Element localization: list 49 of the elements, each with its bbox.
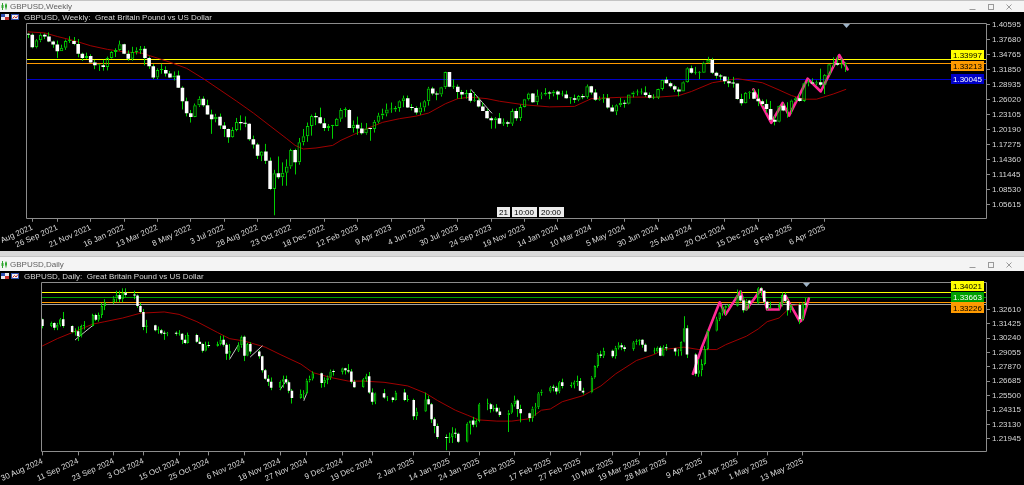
- candlestick: [781, 103, 785, 112]
- candlestick: [531, 92, 535, 104]
- ref-line-label: 1.30045: [953, 74, 983, 84]
- y-tick-label: 1.24315: [992, 405, 1022, 415]
- y-tick-label: 1.23105: [992, 109, 1022, 119]
- y-tick-label: 1.21945: [992, 433, 1022, 443]
- candlestick: [353, 379, 356, 389]
- candlestick: [154, 324, 157, 332]
- ref-line-label: 1.33213: [953, 61, 983, 71]
- candlestick: [431, 86, 435, 96]
- candlestick: [247, 122, 251, 142]
- y-tick-label: 1.37680: [992, 34, 1022, 44]
- y-tick-label: 1.11445: [992, 169, 1021, 179]
- y-tick-label: 1.31425: [992, 318, 1022, 328]
- y-tick-label: 1.40595: [992, 19, 1022, 29]
- chart-title: GBPUSD,Weekly: [10, 2, 73, 11]
- candlestick: [485, 108, 489, 120]
- ref-line-label: 1.33663: [953, 292, 983, 302]
- y-tick-label: 1.32610: [992, 304, 1022, 314]
- chart-subtitle: GBPUSD, Weekly: Great Britain Pound vs US Dollar: [23, 13, 213, 22]
- y-tick-label: 1.29055: [992, 347, 1022, 357]
- candlestick: [457, 432, 460, 444]
- annotation: 20:00: [541, 207, 562, 217]
- y-tick-label: 1.14360: [992, 154, 1022, 164]
- y-tick-label: 1.20190: [992, 124, 1022, 134]
- candlestick: [122, 43, 126, 55]
- y-tick-label: 1.23130: [992, 419, 1022, 429]
- y-tick-label: 1.31850: [992, 64, 1022, 74]
- candlestick: [160, 328, 163, 335]
- candlestick: [710, 57, 715, 75]
- y-tick-label: 1.25500: [992, 390, 1022, 400]
- chart-title: GBPUSD,Daily: [10, 260, 64, 269]
- y-tick-label: 1.28935: [992, 79, 1022, 89]
- annotation: 21: [499, 207, 509, 217]
- y-tick-label: 1.08530: [992, 184, 1022, 194]
- y-tick-label: 1.27870: [992, 362, 1022, 372]
- y-tick-label: 1.05615: [992, 199, 1022, 209]
- y-tick-label: 1.26020: [992, 94, 1022, 104]
- chart-subtitle: GBPUSD, Daily: Great Britain Pound vs US Dollar: [23, 272, 205, 281]
- ref-line-label: 1.33226: [953, 303, 983, 313]
- y-tick-label: 1.26685: [992, 376, 1022, 386]
- ref-line-label: 1.34021: [953, 281, 983, 291]
- ref-line-label: 1.33997: [953, 50, 983, 60]
- y-tick-label: 1.17275: [992, 139, 1022, 149]
- annotation: 10:00: [514, 207, 535, 217]
- y-tick-label: 1.34765: [992, 49, 1022, 59]
- y-tick-label: 1.30240: [992, 333, 1022, 343]
- candlestick: [659, 345, 662, 357]
- candlestick: [644, 343, 647, 353]
